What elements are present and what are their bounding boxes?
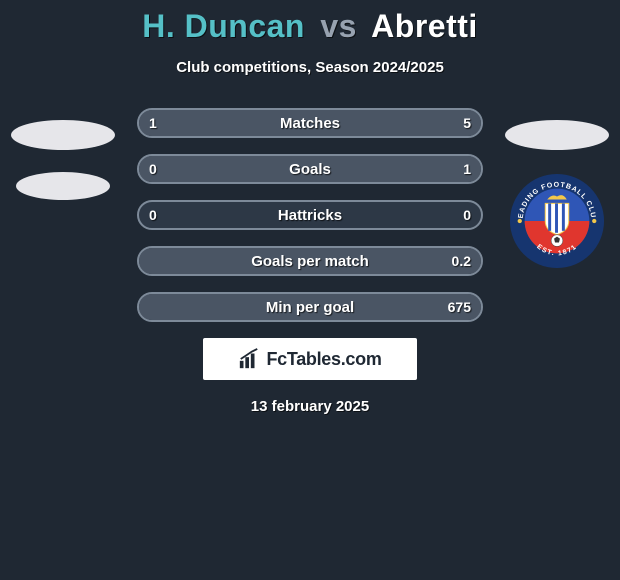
stat-row: Min per goal675: [137, 292, 483, 322]
stat-row: Goals per match0.2: [137, 246, 483, 276]
right-badge-block: READING FOOTBALL CLUB EST. 1871: [502, 120, 612, 270]
stat-value-right: 675: [448, 294, 471, 320]
branding-box[interactable]: FcTables.com: [203, 338, 417, 380]
stat-value-right: 0.2: [452, 248, 471, 274]
stat-value-right: 1: [463, 156, 471, 182]
vs-label: vs: [320, 8, 357, 44]
stat-value-left: 1: [149, 110, 157, 136]
stat-value-right: 5: [463, 110, 471, 136]
stat-value-left: 0: [149, 156, 157, 182]
stat-row: Matches1 5: [137, 108, 483, 138]
stat-value-right: 0: [463, 202, 471, 228]
player1-name: H. Duncan: [142, 8, 305, 44]
stat-label: Goals per match: [139, 248, 481, 274]
stat-label: Min per goal: [139, 294, 481, 320]
placeholder-ellipse: [16, 172, 110, 200]
stat-label: Matches: [139, 110, 481, 136]
stat-value-left: 0: [149, 202, 157, 228]
placeholder-ellipse: [11, 120, 115, 150]
club-badge-reading: READING FOOTBALL CLUB EST. 1871: [508, 172, 606, 270]
stat-row: Hattricks0 0: [137, 200, 483, 230]
subtitle: Club competitions, Season 2024/2025: [0, 59, 620, 76]
bars-icon: [238, 348, 260, 370]
stat-label: Hattricks: [139, 202, 481, 228]
left-badge-block: [8, 120, 118, 222]
player2-name: Abretti: [371, 8, 478, 44]
stat-row: Goals0 1: [137, 154, 483, 184]
page-title: H. Duncan vs Abretti: [0, 8, 620, 45]
placeholder-ellipse: [505, 120, 609, 150]
date-label: 13 february 2025: [0, 398, 620, 415]
stat-label: Goals: [139, 156, 481, 182]
branding-text: FcTables.com: [266, 349, 381, 370]
